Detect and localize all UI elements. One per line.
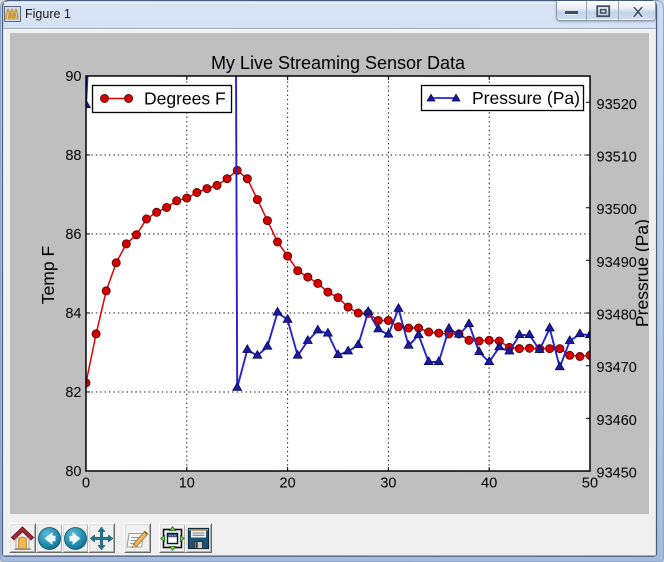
svg-text:0: 0 [82,475,90,491]
svg-text:My Live Streaming Sensor Data: My Live Streaming Sensor Data [211,53,466,73]
svg-text:93490: 93490 [597,255,637,271]
svg-text:Degrees F: Degrees F [144,88,226,108]
svg-text:Temp F: Temp F [38,246,58,304]
svg-text:Pressure (Pa): Pressure (Pa) [472,88,580,108]
svg-text:93450: 93450 [596,466,636,482]
svg-text:93480: 93480 [596,308,636,324]
svg-text:50: 50 [582,476,598,492]
svg-text:90: 90 [65,69,81,85]
svg-text:88: 88 [65,148,81,164]
svg-text:20: 20 [279,475,295,491]
svg-text:Pressrue (Pa): Pressrue (Pa) [632,219,649,327]
svg-text:86: 86 [65,227,81,243]
svg-text:40: 40 [481,476,497,492]
svg-text:93510: 93510 [597,150,637,166]
svg-text:10: 10 [179,475,195,491]
svg-text:93470: 93470 [596,360,636,376]
svg-text:93520: 93520 [597,97,637,113]
svg-text:93500: 93500 [597,202,637,218]
svg-text:80: 80 [65,464,81,480]
svg-text:30: 30 [380,476,396,492]
svg-text:93460: 93460 [596,413,636,429]
svg-text:84: 84 [65,306,81,322]
svg-text:82: 82 [65,385,81,401]
